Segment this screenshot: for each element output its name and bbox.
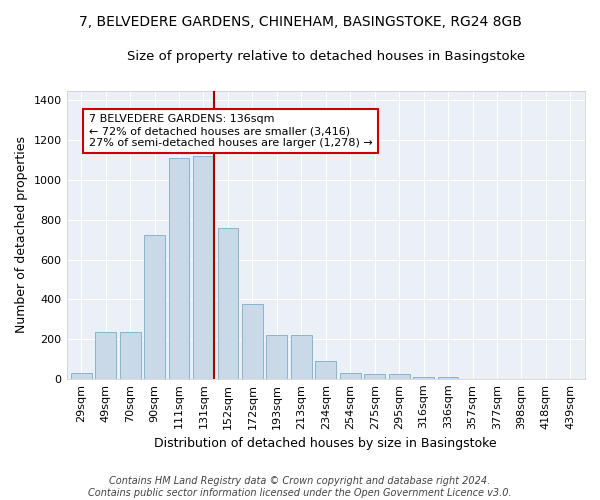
Bar [169, 158, 190, 379]
X-axis label: Distribution of detached houses by size in Basingstoke: Distribution of detached houses by size … [154, 437, 497, 450]
Title: Size of property relative to detached houses in Basingstoke: Size of property relative to detached ho… [127, 50, 525, 63]
Bar [413, 377, 434, 379]
Y-axis label: Number of detached properties: Number of detached properties [15, 136, 28, 333]
Bar [291, 335, 312, 379]
Bar [340, 373, 361, 379]
Text: Contains HM Land Registry data © Crown copyright and database right 2024.
Contai: Contains HM Land Registry data © Crown c… [88, 476, 512, 498]
Text: 7 BELVEDERE GARDENS: 136sqm
← 72% of detached houses are smaller (3,416)
27% of : 7 BELVEDERE GARDENS: 136sqm ← 72% of det… [89, 114, 373, 148]
Bar [144, 234, 165, 379]
Bar [437, 377, 458, 379]
Bar [389, 374, 410, 379]
Bar [242, 304, 263, 379]
Bar [71, 373, 92, 379]
Bar [193, 156, 214, 379]
Text: 7, BELVEDERE GARDENS, CHINEHAM, BASINGSTOKE, RG24 8GB: 7, BELVEDERE GARDENS, CHINEHAM, BASINGST… [79, 15, 521, 29]
Bar [266, 335, 287, 379]
Bar [120, 332, 140, 379]
Bar [218, 228, 238, 379]
Bar [364, 374, 385, 379]
Bar [316, 361, 336, 379]
Bar [95, 332, 116, 379]
